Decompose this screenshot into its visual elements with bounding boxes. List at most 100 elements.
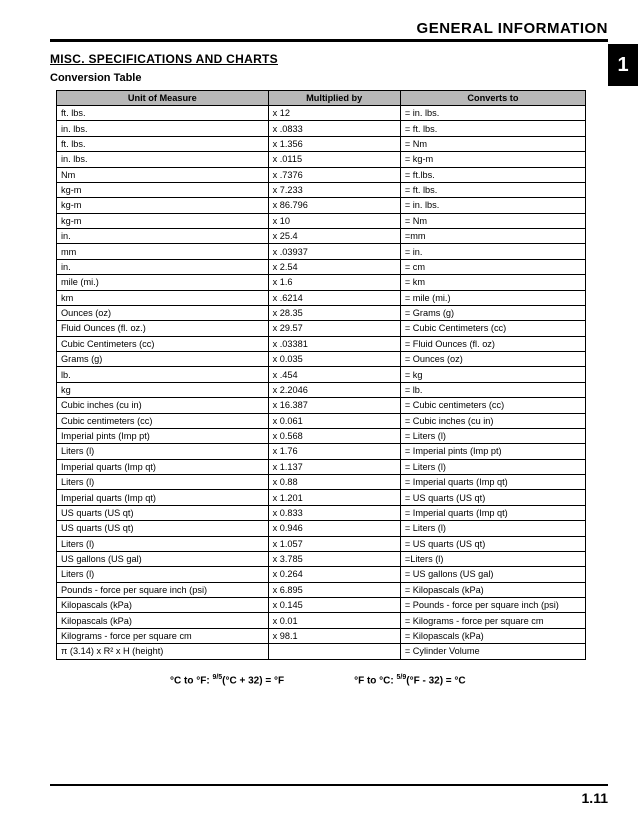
table-row: US quarts (US qt)x 0.833= Imperial quart… (57, 505, 586, 520)
table-cell: kg (57, 382, 269, 397)
table-row: Liters (l)x 0.88= Imperial quarts (Imp q… (57, 475, 586, 490)
table-cell: kg-m (57, 213, 269, 228)
page-number: 1.11 (50, 790, 608, 806)
table-cell: x 6.895 (268, 582, 400, 597)
table-cell: x 25.4 (268, 229, 400, 244)
table-cell: Grams (g) (57, 352, 269, 367)
table-cell: Liters (l) (57, 444, 269, 459)
table-row: Nmx .7376= ft.lbs. (57, 167, 586, 182)
table-cell: x 28.35 (268, 305, 400, 320)
table-cell: = US gallons (US gal) (400, 567, 585, 582)
table-cell: x 0.568 (268, 428, 400, 443)
formula-row: °C to °F: 9/5(°C + 32) = °F °F to °C: 5/… (50, 674, 608, 686)
table-row: Pounds - force per square inch (psi)x 6.… (57, 582, 586, 597)
table-cell: x 0.01 (268, 613, 400, 628)
section-subtitle: Conversion Table (50, 72, 608, 84)
table-cell: Liters (l) (57, 475, 269, 490)
table-cell: Fluid Ounces (fl. oz.) (57, 321, 269, 336)
table-row: Kilograms - force per square cmx 98.1= K… (57, 628, 586, 643)
th-conv: Converts to (400, 91, 585, 106)
table-cell: kg-m (57, 198, 269, 213)
table-row: kg-mx 7.233= ft. lbs. (57, 182, 586, 197)
th-unit: Unit of Measure (57, 91, 269, 106)
table-header-row: Unit of Measure Multiplied by Converts t… (57, 91, 586, 106)
table-body: ft. lbs.x 12= in. lbs.in. lbs.x .0833= f… (57, 106, 586, 660)
table-cell: = ft.lbs. (400, 167, 585, 182)
table-row: in. lbs.x .0115= kg-m (57, 152, 586, 167)
table-row: Imperial quarts (Imp qt)x 1.201= US quar… (57, 490, 586, 505)
table-row: kmx .6214= mile (mi.) (57, 290, 586, 305)
table-cell: x 1.356 (268, 136, 400, 151)
table-row: ft. lbs.x 1.356= Nm (57, 136, 586, 151)
table-row: US gallons (US gal)x 3.785=Liters (l) (57, 551, 586, 566)
table-cell: x 12 (268, 106, 400, 121)
table-cell: Ounces (oz) (57, 305, 269, 320)
table-cell: x 3.785 (268, 551, 400, 566)
table-row: Imperial pints (Imp pt)x 0.568= Liters (… (57, 428, 586, 443)
table-cell: mile (mi.) (57, 275, 269, 290)
table-row: Liters (l)x 1.76= Imperial pints (Imp pt… (57, 444, 586, 459)
table-cell: = Liters (l) (400, 428, 585, 443)
table-row: in. lbs.x .0833= ft. lbs. (57, 121, 586, 136)
table-cell: Kilopascals (kPa) (57, 613, 269, 628)
c-to-f-expr: (°C + 32) = °F (222, 675, 284, 686)
table-cell: lb. (57, 367, 269, 382)
table-cell: x 7.233 (268, 182, 400, 197)
table-cell: = US quarts (US qt) (400, 536, 585, 551)
table-cell: Imperial quarts (Imp qt) (57, 459, 269, 474)
table-cell: x 1.76 (268, 444, 400, 459)
table-cell: = ft. lbs. (400, 182, 585, 197)
table-cell: = Nm (400, 136, 585, 151)
table-row: Ounces (oz)x 28.35= Grams (g) (57, 305, 586, 320)
table-cell: = Kilopascals (kPa) (400, 582, 585, 597)
table-cell: = lb. (400, 382, 585, 397)
table-cell: x 0.035 (268, 352, 400, 367)
table-cell: x 0.833 (268, 505, 400, 520)
page-footer: 1.11 (50, 784, 608, 806)
page-header-title: GENERAL INFORMATION (50, 20, 608, 37)
table-cell: = Cubic inches (cu in) (400, 413, 585, 428)
table-cell: x 0.145 (268, 598, 400, 613)
table-cell: ft. lbs. (57, 136, 269, 151)
table-row: Cubic centimeters (cc)x 0.061= Cubic inc… (57, 413, 586, 428)
table-row: in.x 2.54= cm (57, 259, 586, 274)
table-cell: = cm (400, 259, 585, 274)
table-cell: = Liters (l) (400, 459, 585, 474)
table-cell: Pounds - force per square inch (psi) (57, 582, 269, 597)
table-cell: x 1.6 (268, 275, 400, 290)
table-row: Cubic Centimeters (cc)x .03381= Fluid Ou… (57, 336, 586, 351)
table-row: kg-mx 86.796= in. lbs. (57, 198, 586, 213)
table-cell: x .03381 (268, 336, 400, 351)
table-cell: Liters (l) (57, 536, 269, 551)
table-row: π (3.14) x R² x H (height)= Cylinder Vol… (57, 644, 586, 659)
table-cell: = Imperial quarts (Imp qt) (400, 475, 585, 490)
table-cell: Liters (l) (57, 567, 269, 582)
table-cell: x 1.137 (268, 459, 400, 474)
table-row: kgx 2.2046= lb. (57, 382, 586, 397)
table-cell: = mile (mi.) (400, 290, 585, 305)
table-row: Fluid Ounces (fl. oz.)x 29.57= Cubic Cen… (57, 321, 586, 336)
table-row: Grams (g)x 0.035= Ounces (oz) (57, 352, 586, 367)
table-cell: US quarts (US qt) (57, 521, 269, 536)
table-cell: x 10 (268, 213, 400, 228)
table-row: Kilopascals (kPa)x 0.145= Pounds - force… (57, 598, 586, 613)
section-title: MISC. SPECIFICATIONS AND CHARTS (50, 52, 608, 66)
table-row: Imperial quarts (Imp qt)x 1.137= Liters … (57, 459, 586, 474)
table-cell: x 2.54 (268, 259, 400, 274)
table-cell: in. (57, 229, 269, 244)
table-cell: x 2.2046 (268, 382, 400, 397)
formula-c-to-f: °C to °F: 9/5(°C + 32) = °F (170, 674, 284, 686)
table-cell: x .0115 (268, 152, 400, 167)
conversion-table: Unit of Measure Multiplied by Converts t… (56, 90, 586, 660)
table-cell: = kg (400, 367, 585, 382)
table-cell: mm (57, 244, 269, 259)
table-row: kg-mx 10= Nm (57, 213, 586, 228)
table-cell: km (57, 290, 269, 305)
table-cell: = ft. lbs. (400, 121, 585, 136)
table-cell: in. lbs. (57, 121, 269, 136)
table-cell: US gallons (US gal) (57, 551, 269, 566)
table-cell: kg-m (57, 182, 269, 197)
formula-f-to-c: °F to °C: 5/9(°F - 32) = °C (354, 674, 466, 686)
table-cell: = Kilopascals (kPa) (400, 628, 585, 643)
table-cell: US quarts (US qt) (57, 505, 269, 520)
